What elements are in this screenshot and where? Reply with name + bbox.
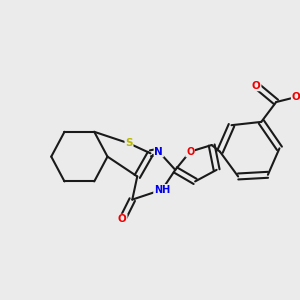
Text: O: O [252, 80, 261, 91]
Text: O: O [292, 92, 300, 102]
Text: O: O [118, 214, 127, 224]
Text: S: S [125, 138, 133, 148]
Text: N: N [154, 147, 163, 157]
Text: NH: NH [154, 185, 170, 195]
Text: O: O [186, 147, 194, 157]
